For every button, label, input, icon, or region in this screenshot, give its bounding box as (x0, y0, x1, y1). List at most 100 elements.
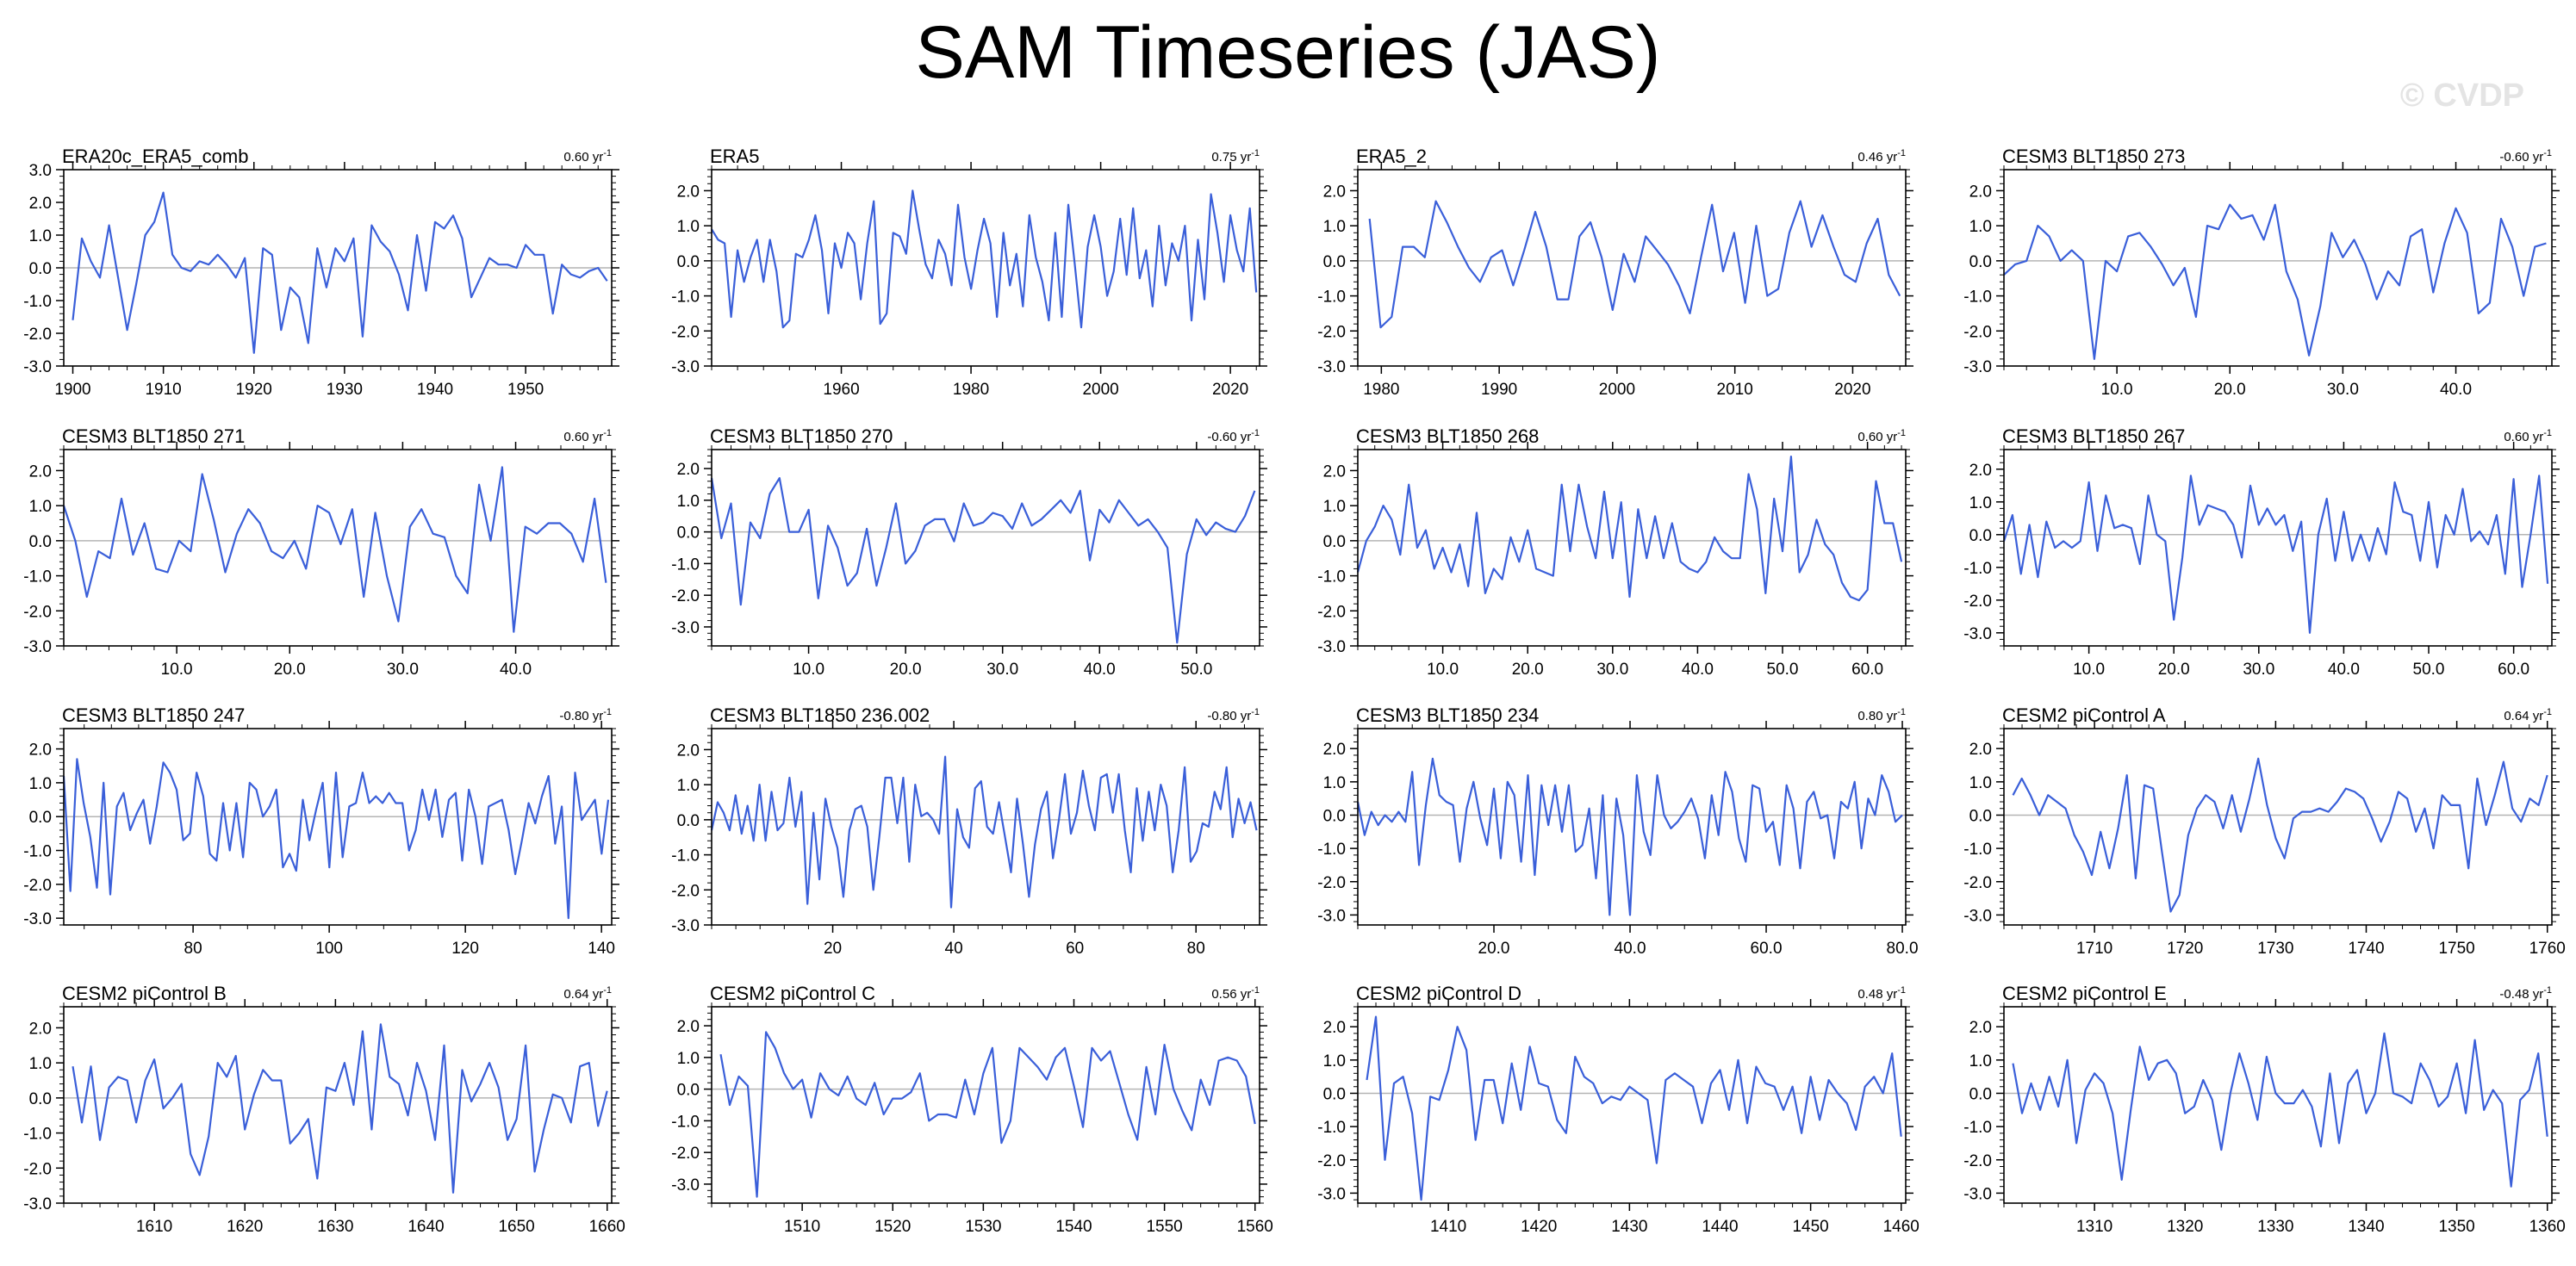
y-tick-label: 1.0 (1969, 494, 1992, 512)
x-tick-label: 1960 (823, 381, 859, 399)
x-tick-label: 40.0 (500, 661, 532, 679)
x-tick-label: 1730 (2257, 940, 2293, 958)
x-tick-label: 20.0 (1478, 940, 1510, 958)
y-tick-label: -2.0 (1317, 323, 1346, 341)
y-tick-label: 3.0 (29, 162, 52, 180)
x-tick-label: 40.0 (2440, 381, 2472, 399)
x-tick-label: 80 (184, 940, 202, 958)
x-tick-label: 2020 (1834, 381, 1870, 399)
trend-label: 0.60 yr-1 (1857, 428, 1906, 444)
series-line (72, 1023, 608, 1194)
y-tick-label: -1.0 (1963, 841, 1992, 859)
y-tick-label: -2.0 (1317, 603, 1346, 621)
x-tick-label: 40.0 (1682, 661, 1714, 679)
panel-title: CESM2 piControl D (1356, 983, 1521, 1004)
y-tick-label: -3.0 (1317, 1185, 1346, 1203)
plot-frame (711, 1006, 1260, 1204)
y-tick-label: 2.0 (1969, 183, 1992, 201)
plot-frame (63, 449, 613, 647)
y-tick-label: -3.0 (1317, 358, 1346, 376)
plot-frame (711, 449, 1260, 647)
x-tick-label: 10.0 (793, 661, 824, 679)
y-tick-label: -2.0 (23, 326, 52, 344)
x-tick-label: 1330 (2257, 1218, 2293, 1236)
panel-title: ERA20c_ERA5_comb (62, 146, 248, 167)
trend-label: 0.60 yr-1 (563, 148, 612, 164)
y-tick-label: 2.0 (29, 462, 52, 481)
y-tick-label: 0.0 (29, 533, 52, 551)
x-tick-label: 30.0 (2327, 381, 2359, 399)
y-tick-label: -3.0 (1963, 625, 1992, 643)
y-tick-label: 0.0 (677, 524, 700, 543)
x-tick-label: 30.0 (986, 661, 1018, 679)
y-tick-label: -1.0 (671, 555, 700, 574)
x-tick-label: 60 (1066, 940, 1084, 958)
plot-frame (2003, 728, 2553, 926)
panel-title: CESM3 BLT1850 234 (1356, 704, 1539, 726)
x-tick-label: 40 (945, 940, 963, 958)
y-tick-label: 1.0 (29, 1055, 52, 1073)
plot-frame (711, 169, 1260, 367)
x-tick-label: 1420 (1521, 1218, 1557, 1236)
trend-label: -0.80 yr-1 (1207, 707, 1260, 723)
series-line (711, 189, 1258, 329)
y-tick-label: -2.0 (671, 882, 700, 900)
series-line (719, 1031, 1256, 1198)
trend-label: 0.75 yr-1 (1211, 148, 1260, 164)
y-tick-label: 1.0 (677, 1050, 700, 1068)
plot-frame (63, 169, 613, 367)
x-tick-label: 1450 (1792, 1218, 1828, 1236)
x-tick-label: 10.0 (161, 661, 193, 679)
series-line (1366, 1015, 1902, 1201)
y-tick-label: -1.0 (671, 289, 700, 307)
y-tick-label: 0.0 (1323, 1085, 1346, 1103)
y-tick-label: 1.0 (1323, 218, 1346, 236)
panel-title: CESM3 BLT1850 271 (62, 425, 245, 447)
x-tick-label: 140 (588, 940, 615, 958)
panel-11: CESM3 BLT1850 234 0.80 yr-1 2.0 1.0 0.0 -1.0 -… (1317, 704, 1918, 958)
y-tick-label: 0.0 (1323, 807, 1346, 825)
plot-frame (63, 728, 613, 926)
x-tick-label: 1550 (1146, 1218, 1182, 1236)
x-tick-label: 1530 (965, 1218, 1001, 1236)
y-tick-label: 2.0 (29, 742, 52, 760)
y-tick-label: -3.0 (23, 1195, 52, 1213)
y-tick-label: 0.0 (1969, 253, 1992, 271)
panel-7: CESM3 BLT1850 268 0.60 yr-1 2.0 1.0 0.0 -1.0 -… (1317, 425, 1913, 679)
x-tick-label: 80 (1187, 940, 1205, 958)
panel-9: CESM3 BLT1850 247 -0.80 yr-1 2.0 1.0 0.0 -1.0… (23, 704, 619, 958)
y-tick-label: -1.0 (23, 568, 52, 586)
x-tick-label: 1440 (1702, 1218, 1738, 1236)
panel-title: CESM3 BLT1850 273 (2002, 146, 2185, 167)
y-tick-label: -2.0 (1317, 874, 1346, 892)
x-tick-label: 1740 (2348, 940, 2384, 958)
x-tick-label: 50.0 (1180, 661, 1212, 679)
x-tick-label: 30.0 (1596, 661, 1628, 679)
panel-title: CESM2 piControl B (62, 983, 227, 1004)
y-tick-label: 1.0 (1323, 774, 1346, 792)
trend-label: 0.46 yr-1 (1857, 148, 1906, 164)
x-tick-label: 1750 (2438, 940, 2474, 958)
y-tick-label: 0.0 (1969, 527, 1992, 545)
y-tick-label: -1.0 (671, 847, 700, 866)
y-tick-label: -2.0 (1963, 323, 1992, 341)
series-line (62, 466, 607, 633)
y-tick-label: 2.0 (1969, 462, 1992, 480)
y-tick-label: 0.0 (1969, 1085, 1992, 1103)
y-tick-label: -1.0 (1317, 568, 1346, 586)
y-tick-label: -3.0 (671, 358, 700, 376)
y-tick-label: -1.0 (1963, 560, 1992, 578)
y-tick-label: 2.0 (29, 1020, 52, 1038)
panel-10: CESM3 BLT1850 236.002 -0.80 yr-1 2.0 1.0 0.0… (671, 704, 1267, 958)
y-tick-label: 2.0 (1969, 1019, 1992, 1037)
panel-8: CESM3 BLT1850 267 0.60 yr-1 2.0 1.0 0.0 -1.0 -… (1963, 425, 2560, 679)
series-line (72, 191, 608, 354)
panel-6: CESM3 BLT1850 270 -0.60 yr-1 2.0 1.0 0.0 -1.0… (671, 425, 1267, 679)
series-line (2012, 757, 2548, 913)
x-tick-label: 2020 (1212, 381, 1248, 399)
x-tick-label: 20.0 (2158, 661, 2190, 679)
y-tick-label: 0.0 (29, 1090, 52, 1108)
x-tick-label: 10.0 (2073, 661, 2105, 679)
y-tick-label: -2.0 (23, 603, 52, 621)
plot-frame (2003, 1006, 2553, 1204)
